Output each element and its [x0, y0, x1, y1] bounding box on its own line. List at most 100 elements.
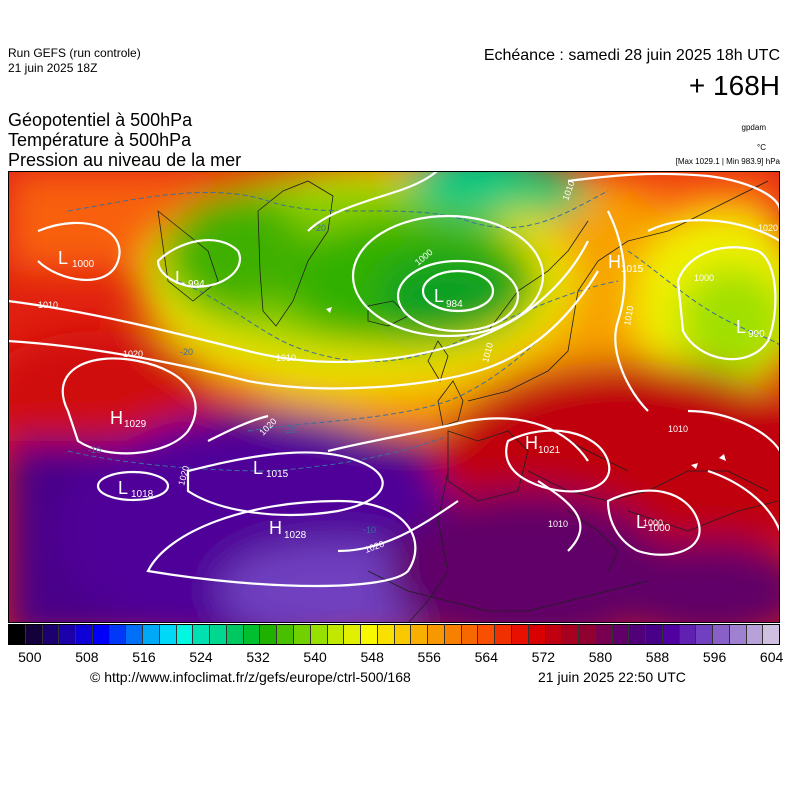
colorbar-swatch	[76, 625, 93, 644]
pressure-center-value: 984	[446, 299, 463, 310]
isobar-label: 1010	[38, 300, 58, 310]
pressure-center-value: 994	[188, 279, 205, 290]
colorbar-swatch	[344, 625, 362, 644]
pressure-center-type: H	[269, 518, 282, 538]
colorbar-swatch	[595, 625, 613, 644]
colorbar-swatch	[713, 625, 730, 644]
colorbar-swatch	[562, 625, 580, 644]
isobar-label: 1020	[123, 349, 143, 359]
isotherms	[67, 190, 780, 472]
colorbar-swatch	[243, 625, 261, 644]
colorbar-swatch	[377, 625, 395, 644]
parameter-pressure: Pression au niveau de la mer	[8, 150, 242, 170]
pressure-center-type: L	[175, 268, 185, 288]
colorbar-tick-label: 516	[132, 649, 156, 665]
colorbar-tick-label: 588	[645, 649, 670, 665]
colorbar-tick-label: 548	[360, 649, 384, 665]
colorbar-swatch	[646, 625, 663, 644]
colorbar-swatch	[159, 625, 177, 644]
colorbar-swatch	[411, 625, 429, 644]
colorbar-swatch	[394, 625, 412, 644]
marker	[691, 463, 698, 469]
pressure-max-min: [Max 1029.1 | Min 983.9] hPa	[675, 157, 780, 166]
pressure-centers: L 1000 L 994 L 984 H 1015 L 990 H 1029 L…	[58, 248, 765, 541]
colorbar-tick-label: 500	[18, 649, 42, 665]
colorbar-swatch	[696, 625, 714, 644]
isobar-label: 1000	[694, 273, 714, 283]
pressure-center-value: 1029	[124, 419, 147, 430]
colorbar-tick-label: 564	[474, 649, 498, 665]
colorbar-tick-label: 540	[303, 649, 327, 665]
colorbar-swatch	[42, 625, 60, 644]
geopotential-field	[8, 171, 780, 623]
pressure-center-value: 1018	[131, 489, 154, 500]
pressure-center-value: 1028	[284, 530, 307, 541]
colorbar	[8, 624, 780, 645]
run-title: Run GEFS (run controle)	[8, 46, 141, 60]
colorbar-swatch	[294, 625, 311, 644]
pressure-center-type: L	[118, 478, 128, 498]
colorbar-swatch	[579, 625, 596, 644]
colorbar-swatch	[59, 625, 77, 644]
colorbar-swatch	[629, 625, 647, 644]
colorbar-swatch	[9, 625, 26, 644]
colorbar-swatch	[193, 625, 211, 644]
parameter-geopotential: Géopotentiel à 500hPa	[8, 110, 193, 130]
colorbar-swatch	[729, 625, 747, 644]
forecast-valid-time: Echéance : samedi 28 juin 2025 18h UTC	[483, 47, 780, 64]
colorbar-swatch	[176, 625, 194, 644]
colorbar-swatch	[25, 625, 43, 644]
colorbar-swatch	[361, 625, 378, 644]
colorbar-swatch	[210, 625, 227, 644]
isobar-label: 1010	[276, 353, 296, 363]
marker	[719, 454, 726, 461]
pressure-center-type: L	[736, 317, 746, 337]
isotherm-label: -10	[363, 525, 376, 535]
isobar-labels: 1010 1020 1000 1010 1020 1000 1010 1020 …	[38, 179, 778, 554]
pressure-center-type: L	[58, 248, 68, 268]
colorbar-tick-label: 524	[189, 649, 213, 665]
colorbar-swatch	[444, 625, 462, 644]
colorbar-swatch	[679, 625, 697, 644]
colorbar-swatch	[511, 625, 529, 644]
source-credit: © http://www.infoclimat.fr/z/gefs/europe…	[90, 669, 411, 685]
pressure-center-value: 1015	[621, 264, 644, 275]
isobar-label: 1010	[668, 424, 688, 434]
parameter-temperature: Température à 500hPa	[8, 130, 192, 150]
isobar-label: 1010	[548, 519, 568, 529]
generated-date: 21 juin 2025 22:50 UTC	[538, 669, 686, 685]
marker	[326, 307, 332, 313]
colorbar-tick-label: 508	[75, 649, 99, 665]
pressure-center-value: 1021	[538, 445, 561, 456]
isobar-label: 1010	[622, 305, 635, 326]
colorbar-tick-label: 572	[531, 649, 556, 665]
pressure-center-type: H	[608, 252, 621, 272]
pressure-center-value: 1000	[648, 523, 671, 534]
colorbar-swatch	[612, 625, 630, 644]
colorbar-tick-label: 532	[246, 649, 270, 665]
colorbar-swatch	[495, 625, 512, 644]
colorbar-ticks: 500 508 516 524 532 540 548 556 564 572 580 588 596 6…	[8, 649, 783, 667]
colorbar-swatch	[277, 625, 295, 644]
pressure-center-value: 1015	[266, 469, 289, 480]
unit-geopotential: gpdam	[741, 123, 766, 132]
colorbar-swatch	[528, 625, 546, 644]
colorbar-swatch	[478, 625, 496, 644]
weather-map: L 1000 L 994 L 984 H 1015 L 990 H 1029 L…	[8, 171, 780, 623]
isotherm-labels: -20 -20 -20 -10 -10	[88, 223, 376, 535]
lead-time: + 168H	[688, 70, 780, 101]
colorbar-swatch	[662, 625, 680, 644]
isotherm-label: -20	[180, 347, 193, 357]
colorbar-swatch	[545, 625, 563, 644]
colorbar-swatch	[143, 625, 160, 644]
colorbar-swatch	[310, 625, 328, 644]
colorbar-tick-label: 556	[417, 649, 441, 665]
colorbar-tick-label: 596	[702, 649, 727, 665]
pressure-center-type: H	[110, 408, 123, 428]
isotherm-label: -20	[283, 425, 296, 435]
colorbar-swatch	[109, 625, 127, 644]
colorbar-swatch	[260, 625, 278, 644]
colorbar-tick-label: 580	[588, 649, 613, 665]
pressure-center-type: H	[525, 433, 538, 453]
pressure-center-type: L	[636, 512, 646, 532]
